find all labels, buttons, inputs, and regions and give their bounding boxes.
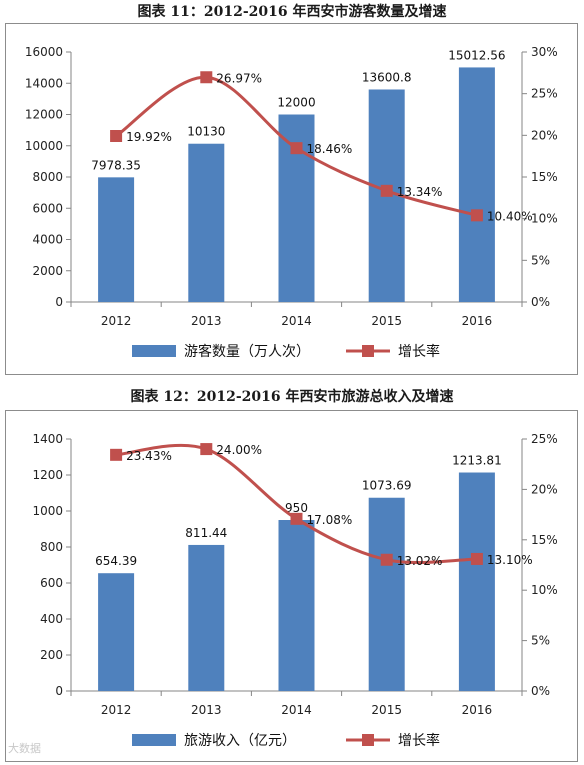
- x-tick-label: 2016: [462, 703, 493, 717]
- line-data-label: 17.08%: [307, 513, 353, 527]
- y-right-tick-label: 20%: [531, 482, 558, 496]
- y-right-tick-label: 10%: [531, 583, 558, 597]
- line-data-label: 13.34%: [397, 185, 443, 199]
- growth-rate-marker: [470, 552, 483, 565]
- x-tick-label: 2016: [462, 314, 493, 328]
- y-left-tick-label: 1200: [32, 468, 63, 482]
- chart-1-title: 图表 11：2012-2016 年西安市游客数量及增速: [137, 4, 447, 20]
- y-left-tick-label: 200: [40, 648, 63, 662]
- bar: [188, 544, 225, 691]
- growth-rate-marker: [380, 553, 393, 566]
- bar: [368, 497, 405, 691]
- bar-data-label: 1073.69: [362, 479, 412, 493]
- growth-rate-marker: [110, 130, 123, 142]
- y-left-tick-label: 400: [40, 612, 63, 626]
- bar-data-label: 15012.56: [448, 48, 505, 62]
- x-tick-label: 2015: [371, 703, 402, 717]
- y-left-tick-label: 12000: [25, 108, 63, 122]
- y-left-tick-label: 16000: [25, 45, 63, 59]
- growth-rate-marker: [290, 512, 303, 525]
- legend-swatch-marker: [362, 345, 374, 357]
- growth-rate-marker: [290, 142, 303, 155]
- legend-swatch-bar: [132, 345, 176, 357]
- bar-data-label: 10130: [187, 125, 225, 139]
- x-tick-label: 2014: [281, 314, 312, 328]
- y-right-tick-label: 30%: [531, 45, 558, 59]
- y-right-tick-label: 0%: [531, 684, 550, 698]
- y-right-tick-label: 25%: [531, 432, 558, 446]
- legend-label-line: 增长率: [398, 732, 440, 749]
- y-left-tick-label: 800: [40, 540, 63, 554]
- y-left-tick-label: 0: [55, 295, 63, 309]
- growth-rate-marker: [200, 71, 213, 84]
- x-tick-label: 2012: [101, 314, 132, 328]
- bar-data-label: 13600.8: [362, 70, 412, 84]
- growth-rate-marker: [110, 448, 123, 461]
- y-left-tick-label: 14000: [25, 76, 63, 90]
- bar: [98, 177, 135, 302]
- x-tick-label: 2013: [191, 314, 222, 328]
- growth-rate-marker: [380, 184, 393, 197]
- legend-label-bar: 旅游收入（亿元）: [184, 733, 296, 749]
- line-data-label: 19.92%: [126, 130, 172, 144]
- legend-swatch-bar: [132, 734, 176, 746]
- legend-label-bar: 游客数量（万人次）: [184, 343, 310, 360]
- line-data-label: 18.46%: [307, 142, 353, 156]
- y-left-tick-label: 4000: [32, 233, 63, 247]
- x-tick-label: 2014: [281, 703, 312, 717]
- line-data-label: 10.40%: [487, 209, 533, 223]
- legend-label-line: 增长率: [398, 343, 440, 360]
- y-left-tick-label: 600: [40, 576, 63, 590]
- x-tick-label: 2012: [101, 703, 132, 717]
- bar-data-label: 12000: [277, 96, 315, 110]
- line-data-label: 24.00%: [216, 443, 262, 457]
- y-left-tick-label: 1000: [32, 504, 63, 518]
- bar-data-label: 654.39: [95, 554, 137, 568]
- y-right-tick-label: 5%: [531, 634, 550, 648]
- y-left-tick-label: 2000: [32, 264, 63, 278]
- x-tick-label: 2013: [191, 703, 222, 717]
- bar: [98, 573, 135, 691]
- y-right-tick-label: 5%: [531, 253, 550, 267]
- line-data-label: 26.97%: [216, 71, 262, 85]
- chart-1-svg: 0 2000 4000 6000 8000 10000 12000 14000 16000 0% 5…: [25, 45, 558, 360]
- chart-2-svg: 0 200 400 600 800 1000 1200 1400 0% 5% 10% 15% 20% 25…: [32, 432, 558, 749]
- legend-swatch-marker: [362, 734, 374, 746]
- y-left-tick-label: 6000: [32, 201, 63, 215]
- bar: [458, 67, 495, 303]
- bar-data-label: 950: [285, 501, 308, 515]
- bar: [278, 520, 315, 691]
- chart-1-frame: 0 2000 4000 6000 8000 10000 12000 14000 16000 0% 5…: [5, 23, 578, 375]
- y-right-tick-label: 10%: [531, 212, 558, 226]
- growth-rate-marker: [470, 209, 483, 222]
- y-left-tick-label: 0: [55, 684, 63, 698]
- chart-2-title: 图表 12：2012-2016 年西安市旅游总收入及增速: [130, 389, 454, 405]
- bar: [188, 143, 225, 302]
- watermark: 大数据: [8, 742, 41, 755]
- y-right-tick-label: 15%: [531, 170, 558, 184]
- bar-data-label: 811.44: [185, 526, 227, 540]
- y-right-tick-label: 0%: [531, 295, 550, 309]
- growth-rate-marker: [200, 443, 213, 456]
- line-data-label: 13.02%: [397, 554, 443, 568]
- y-right-tick-label: 25%: [531, 87, 558, 101]
- y-left-tick-label: 8000: [32, 170, 63, 184]
- y-right-tick-label: 15%: [531, 533, 558, 547]
- line-data-label: 23.43%: [126, 449, 172, 463]
- line-data-label: 13.10%: [487, 553, 533, 567]
- x-tick-label: 2015: [371, 314, 402, 328]
- bar-data-label: 7978.35: [91, 158, 141, 172]
- chart-2-frame: 0 200 400 600 800 1000 1200 1400 0% 5% 10% 15% 20% 25…: [5, 410, 578, 762]
- y-right-tick-label: 20%: [531, 128, 558, 142]
- bar-data-label: 1213.81: [452, 454, 502, 468]
- bar: [458, 472, 495, 691]
- y-left-tick-label: 1400: [32, 432, 63, 446]
- y-left-tick-label: 10000: [25, 139, 63, 153]
